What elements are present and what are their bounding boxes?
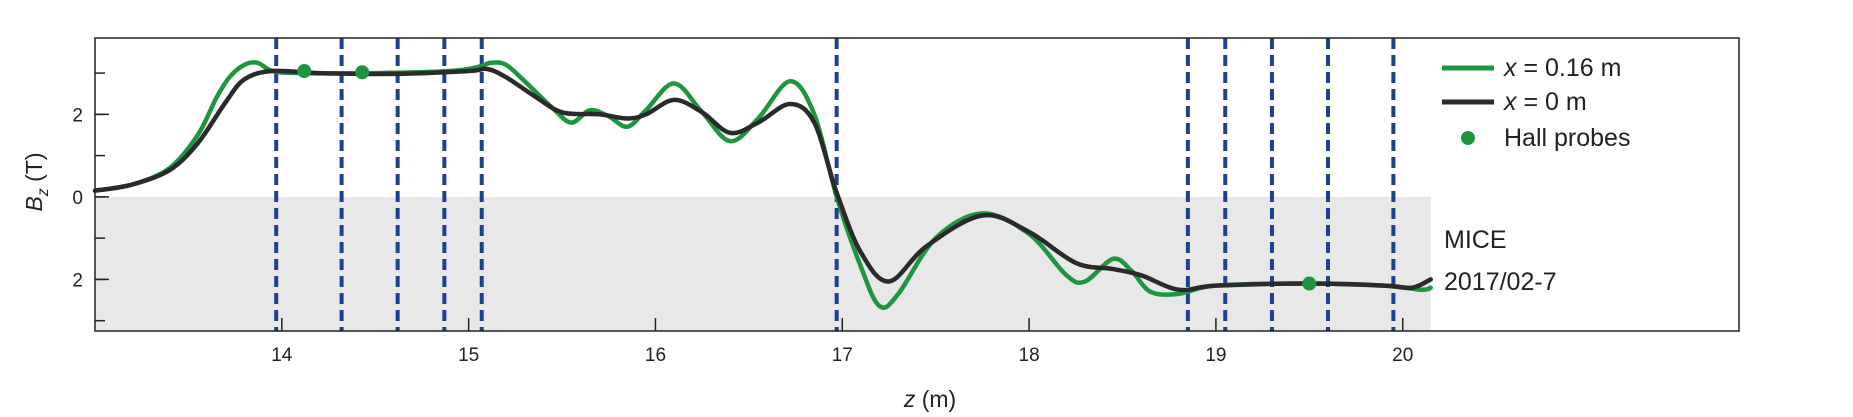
x-axis-title: z (m)	[903, 386, 956, 412]
x-tick-label-18: 18	[1019, 345, 1040, 366]
hall-probe-point-0	[297, 64, 312, 79]
y-tick-label: 2	[72, 270, 83, 291]
hall-probes-group	[297, 64, 1317, 291]
series-lines-group	[92, 60, 1433, 310]
series-line-x016	[92, 60, 1433, 310]
y-axis-title: Bz (T)	[21, 152, 52, 211]
x-tick-label-19: 19	[1205, 345, 1226, 366]
x-ticks-group: 14 15 16 17 18 19 20	[271, 318, 1413, 366]
x-tick-label-16: 16	[645, 345, 666, 366]
legend-label-hall-probes: Hall probes	[1504, 124, 1630, 152]
legend-marker-hall-probes	[1461, 131, 1475, 145]
plot-frame	[94, 37, 1740, 332]
annotation-experiment: MICE	[1444, 226, 1507, 254]
legend-label-x0: x = 0 m	[1503, 88, 1587, 116]
y-tick-label: 0	[72, 188, 83, 209]
shaded-region	[95, 196, 1431, 331]
x-tick-label-15: 15	[458, 345, 479, 366]
hall-probe-point-1	[355, 65, 370, 80]
hall-probe-point-2	[1302, 276, 1317, 291]
x-tick-label-14: 14	[271, 345, 293, 366]
series-line-x0	[92, 66, 1433, 293]
vertical-lines-group	[274, 38, 1396, 331]
annotation-date: 2017/02-7	[1444, 268, 1557, 296]
legend: x = 0.16 m x = 0 m Hall probes	[1442, 54, 1630, 152]
legend-label-x016: x = 0.16 m	[1503, 54, 1621, 82]
x-tick-label-20: 20	[1392, 345, 1413, 366]
y-ticks-group: 2 0 2	[72, 72, 109, 322]
x-tick-label-17: 17	[832, 345, 853, 366]
y-tick-label: 2	[72, 105, 83, 126]
